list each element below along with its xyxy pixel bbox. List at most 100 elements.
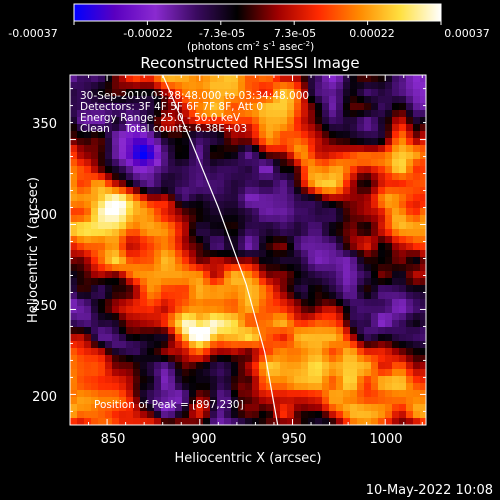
heatmap-cell xyxy=(245,159,253,167)
heatmap-cell xyxy=(210,222,218,230)
heatmap-cell xyxy=(238,159,246,167)
heatmap-cell xyxy=(91,278,99,286)
heatmap-cell xyxy=(119,313,127,321)
heatmap-cell xyxy=(385,138,393,146)
heatmap-cell xyxy=(413,194,421,202)
heatmap-cell xyxy=(315,292,323,300)
heatmap-cell xyxy=(189,250,197,258)
heatmap-cell xyxy=(77,397,85,405)
heatmap-cell xyxy=(315,82,323,90)
heatmap-cell xyxy=(231,271,239,279)
heatmap-cell xyxy=(371,292,379,300)
heatmap-cell xyxy=(91,362,99,370)
heatmap-cell xyxy=(273,292,281,300)
heatmap-cell xyxy=(413,285,421,293)
heatmap-cell xyxy=(294,334,302,342)
heatmap-cell xyxy=(266,278,274,286)
heatmap-cell xyxy=(287,222,295,230)
heatmap-cell xyxy=(119,404,127,412)
heatmap-cell xyxy=(224,180,232,188)
heatmap-cell xyxy=(266,201,274,209)
heatmap-cell xyxy=(385,369,393,377)
heatmap-cell xyxy=(329,411,337,419)
heatmap-cell xyxy=(350,397,358,405)
heatmap-cell xyxy=(343,152,351,160)
heatmap-cell xyxy=(217,397,225,405)
heatmap-cell xyxy=(357,173,365,181)
heatmap-cell xyxy=(315,236,323,244)
heatmap-cell xyxy=(350,166,358,174)
heatmap-cell xyxy=(203,264,211,272)
heatmap-cell xyxy=(70,341,78,349)
heatmap-cell xyxy=(210,390,218,398)
heatmap-cell xyxy=(119,411,127,419)
heatmap-cell xyxy=(294,117,302,125)
heatmap-cell xyxy=(343,236,351,244)
heatmap-cell xyxy=(399,376,407,384)
heatmap-cell xyxy=(420,390,426,398)
heatmap-cell xyxy=(266,194,274,202)
heatmap-cell xyxy=(343,194,351,202)
heatmap-cell xyxy=(315,376,323,384)
heatmap-cell xyxy=(210,138,218,146)
heatmap-cell xyxy=(294,229,302,237)
heatmap-cell xyxy=(91,292,99,300)
heatmap-cell xyxy=(196,131,204,139)
heatmap-cell xyxy=(175,194,183,202)
heatmap-cell xyxy=(406,152,414,160)
heatmap-cell xyxy=(182,194,190,202)
heatmap-cell xyxy=(119,250,127,258)
heatmap-cell xyxy=(98,376,106,384)
heatmap-cell xyxy=(406,257,414,265)
heatmap-cell xyxy=(189,131,197,139)
heatmap-cell xyxy=(126,243,134,251)
heatmap-cell xyxy=(175,348,183,356)
heatmap-cell xyxy=(413,334,421,342)
heatmap-cell xyxy=(287,117,295,125)
heatmap-cell xyxy=(364,243,372,251)
heatmap-cell xyxy=(301,145,309,153)
heatmap-cell xyxy=(175,362,183,370)
heatmap-cell xyxy=(329,187,337,195)
heatmap-cell xyxy=(224,152,232,160)
heatmap-cell xyxy=(154,89,162,97)
heatmap-cell xyxy=(203,201,211,209)
heatmap-cell xyxy=(343,397,351,405)
heatmap-cell xyxy=(420,292,426,300)
heatmap-cell xyxy=(287,187,295,195)
heatmap-cell xyxy=(231,187,239,195)
heatmap-cell xyxy=(301,229,309,237)
heatmap-cell xyxy=(126,138,134,146)
heatmap-cell xyxy=(196,229,204,237)
heatmap-cell xyxy=(266,138,274,146)
heatmap-cell xyxy=(350,229,358,237)
heatmap-cell xyxy=(399,180,407,188)
heatmap-cell xyxy=(350,341,358,349)
heatmap-cell xyxy=(168,369,176,377)
heatmap-cell xyxy=(105,243,113,251)
heatmap-cell xyxy=(105,320,113,328)
heatmap-cell xyxy=(203,187,211,195)
heatmap-cell xyxy=(224,159,232,167)
heatmap-cell xyxy=(189,397,197,405)
heatmap-cell xyxy=(315,159,323,167)
heatmap-cell xyxy=(224,418,232,425)
heatmap-cell xyxy=(217,390,225,398)
heatmap-cell xyxy=(329,404,337,412)
heatmap-cell xyxy=(238,264,246,272)
heatmap-cell xyxy=(413,152,421,160)
heatmap-cell xyxy=(308,341,316,349)
heatmap-cell xyxy=(385,299,393,307)
heatmap-cell xyxy=(308,264,316,272)
heatmap-cell xyxy=(252,271,260,279)
heatmap-cell xyxy=(385,271,393,279)
heatmap-cell xyxy=(231,285,239,293)
heatmap-cell xyxy=(161,152,169,160)
heatmap-cell xyxy=(266,404,274,412)
heatmap-cell xyxy=(84,103,92,111)
heatmap-cell xyxy=(245,285,253,293)
heatmap-cell xyxy=(84,334,92,342)
heatmap-cell xyxy=(147,320,155,328)
heatmap-cell xyxy=(294,96,302,104)
heatmap-cell xyxy=(182,369,190,377)
